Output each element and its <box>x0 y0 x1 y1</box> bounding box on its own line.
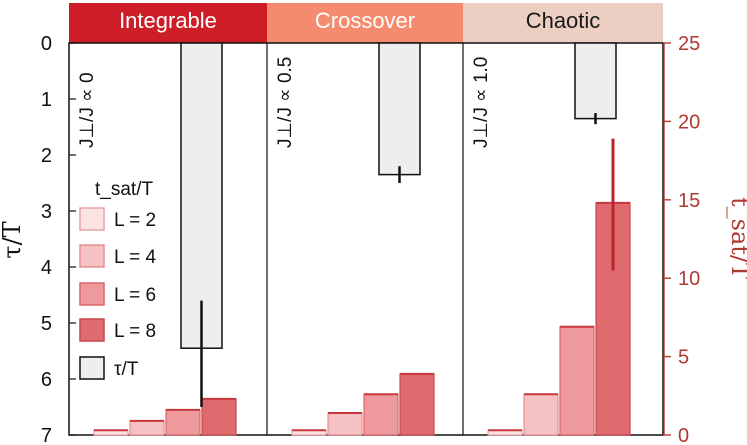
left-axis-title: τ/T <box>0 221 26 258</box>
left-tick-label: 1 <box>41 89 52 111</box>
legend-label: L = 4 <box>114 247 157 268</box>
panel-header-integrable <box>69 3 267 43</box>
right-axis: 0 5 10 15 20 25 t_sat/T <box>663 33 747 445</box>
left-tick-label: 2 <box>41 145 52 167</box>
right-axis-title: t_sat/T <box>726 197 747 279</box>
parameter-label: J⊥/J ∝ 0.5 <box>275 57 296 148</box>
tsat-bar-L8 <box>399 373 435 436</box>
tsat-bar-L4 <box>523 393 559 436</box>
right-tick-label: 10 <box>678 268 700 290</box>
left-tick-label: 0 <box>41 33 52 55</box>
left-tick-label: 6 <box>41 369 52 391</box>
panel-title: Chaotic <box>526 8 601 33</box>
tsat-bar-L6 <box>559 326 595 436</box>
tau-bar <box>574 42 617 120</box>
tau-bar <box>378 42 421 176</box>
tsat-bar-L8 <box>201 398 237 436</box>
tsat-bar-L6 <box>165 409 201 436</box>
left-tick-label: 3 <box>41 201 52 223</box>
left-tick-label: 7 <box>41 425 52 445</box>
panel-title: Crossover <box>315 8 415 33</box>
tsat-bar-L8 <box>595 202 631 436</box>
left-tick-label: 4 <box>41 257 52 279</box>
right-tick-label: 20 <box>678 111 700 133</box>
legend-label: L = 8 <box>114 321 156 342</box>
tsat-bar-L4 <box>327 412 363 436</box>
left-axis: 0 1 2 3 4 5 6 7 τ/T <box>0 33 76 445</box>
legend-swatch <box>79 244 105 268</box>
legend-swatch <box>79 318 105 342</box>
parameter-label: J⊥/J ∝ 1.0 <box>471 57 492 148</box>
legend-swatch <box>79 207 105 231</box>
legend-label: L = 2 <box>114 210 156 231</box>
legend-swatch <box>79 282 105 306</box>
right-tick-label: 15 <box>678 190 700 212</box>
right-tick-label: 25 <box>678 33 700 55</box>
panel-header-chaotic <box>463 3 663 43</box>
legend: t_sat/T L = 2 L = 4 L = 6 L = 8 τ/T <box>79 179 157 380</box>
panel-headers: Integrable Crossover Chaotic <box>69 3 663 43</box>
panel-title: Integrable <box>119 8 217 33</box>
right-tick-label: 0 <box>678 425 689 445</box>
parameter-label: J⊥/J ∝ 0 <box>77 72 98 148</box>
legend-label: τ/T <box>114 359 139 380</box>
panels: J⊥/J ∝ 0 J⊥/J ∝ 0.5 J⊥/J ∝ 1.0 <box>68 42 664 436</box>
legend-title: t_sat/T <box>95 179 153 200</box>
tsat-bar-L6 <box>363 393 399 436</box>
right-tick-label: 5 <box>678 347 689 369</box>
tau-bar <box>180 42 223 349</box>
left-tick-label: 5 <box>41 313 52 335</box>
legend-swatch <box>79 356 105 380</box>
legend-label: L = 6 <box>114 285 156 306</box>
tsat-bar-L4 <box>129 420 165 436</box>
panel-header-crossover <box>267 3 463 43</box>
